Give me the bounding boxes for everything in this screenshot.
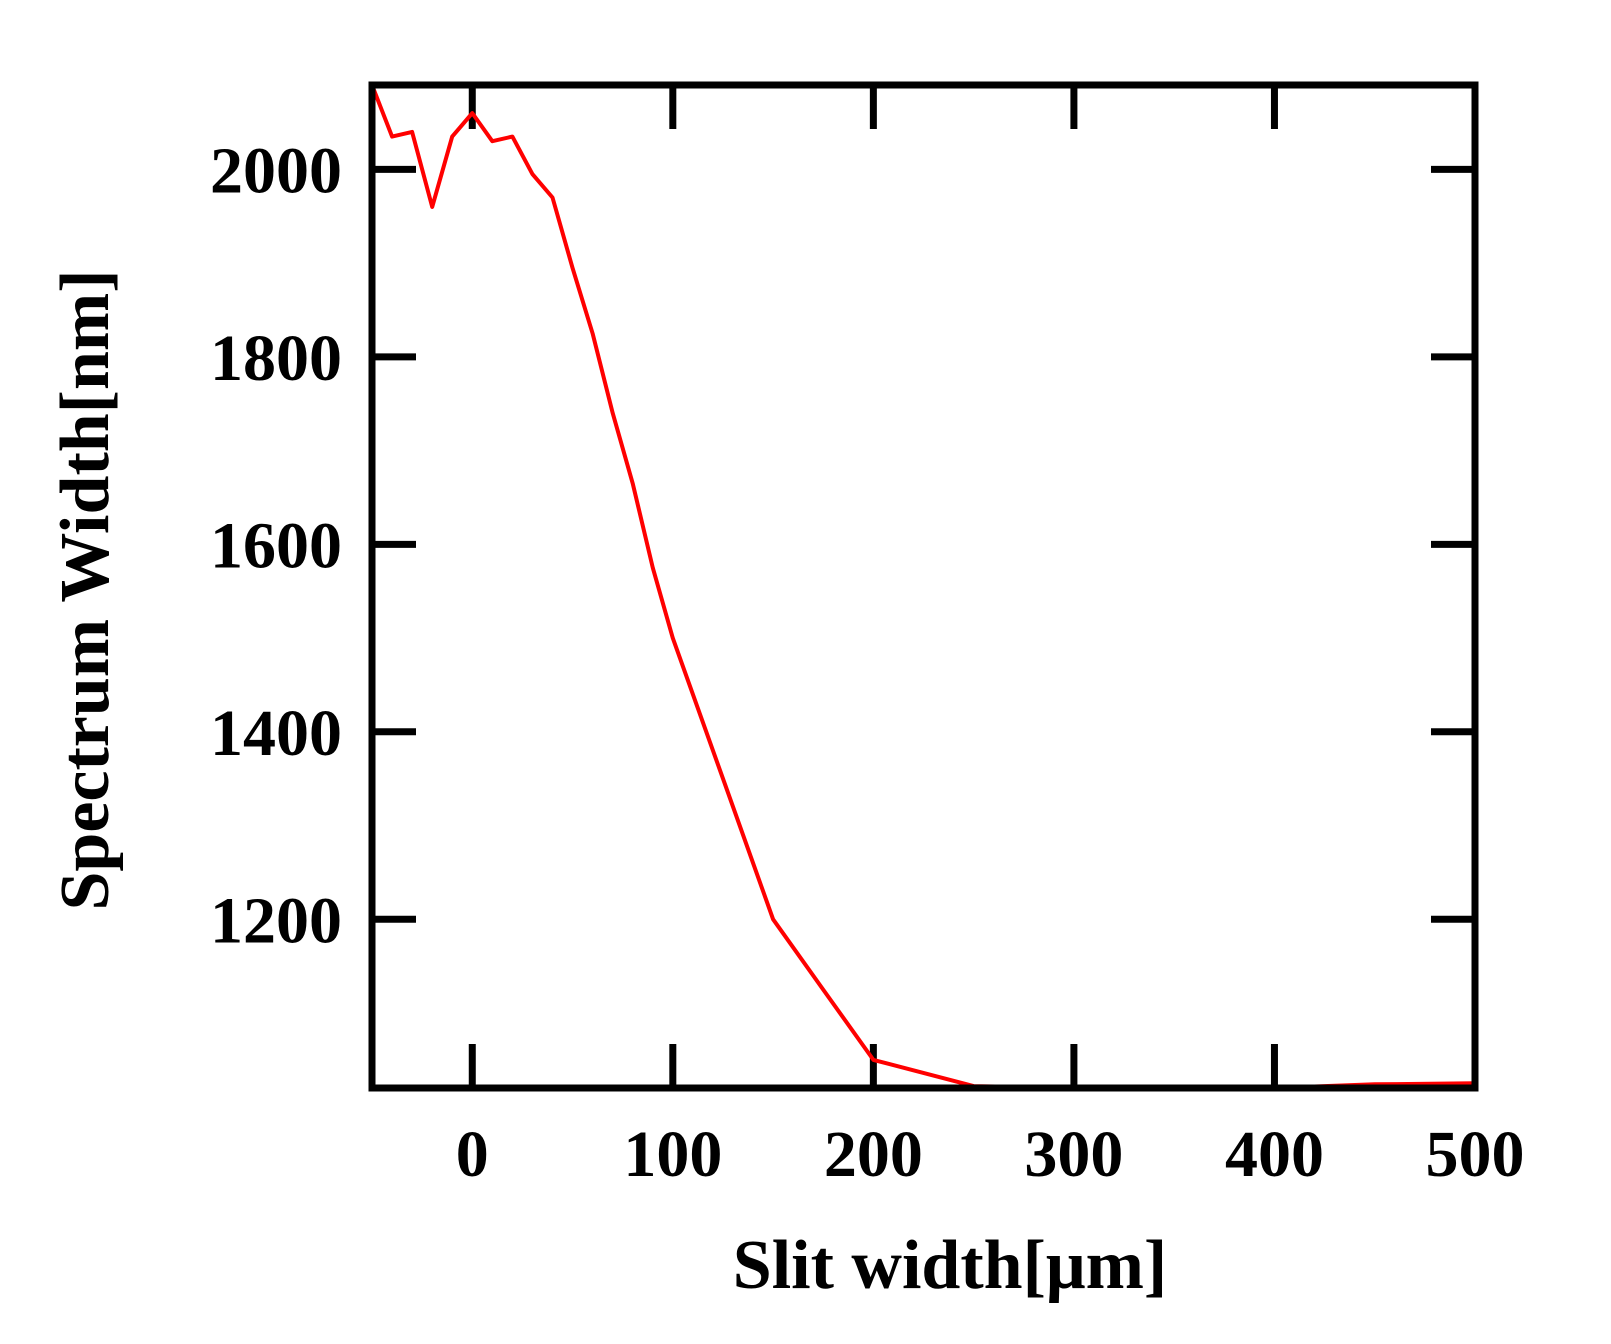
y-tick-label: 1200 xyxy=(210,884,342,957)
x-tick-label: 300 xyxy=(1024,1118,1123,1191)
x-axis-title: Slit width[μm] xyxy=(733,1227,1167,1304)
x-tick-label: 0 xyxy=(456,1118,489,1191)
series-layer xyxy=(370,84,1476,1090)
y-tick-label: 2000 xyxy=(210,134,342,207)
y-tick-label: 1800 xyxy=(210,322,342,395)
x-tick-label: 400 xyxy=(1225,1118,1324,1191)
y-axis-title: Spectrum Width[nm] xyxy=(47,269,124,910)
ticks-layer xyxy=(372,85,1479,1088)
y-tick-label: 1400 xyxy=(210,697,342,770)
plot-frame xyxy=(368,81,1479,1092)
x-tick-label: 100 xyxy=(623,1118,722,1191)
series-line xyxy=(370,84,1476,1090)
y-tick-label: 1600 xyxy=(210,509,342,582)
labels-layer: 0 100 200 300 400 500 1200 1400 1600 1800 2000 xyxy=(210,134,1525,1191)
x-tick-label: 500 xyxy=(1426,1118,1525,1191)
x-tick-label: 200 xyxy=(824,1118,923,1191)
